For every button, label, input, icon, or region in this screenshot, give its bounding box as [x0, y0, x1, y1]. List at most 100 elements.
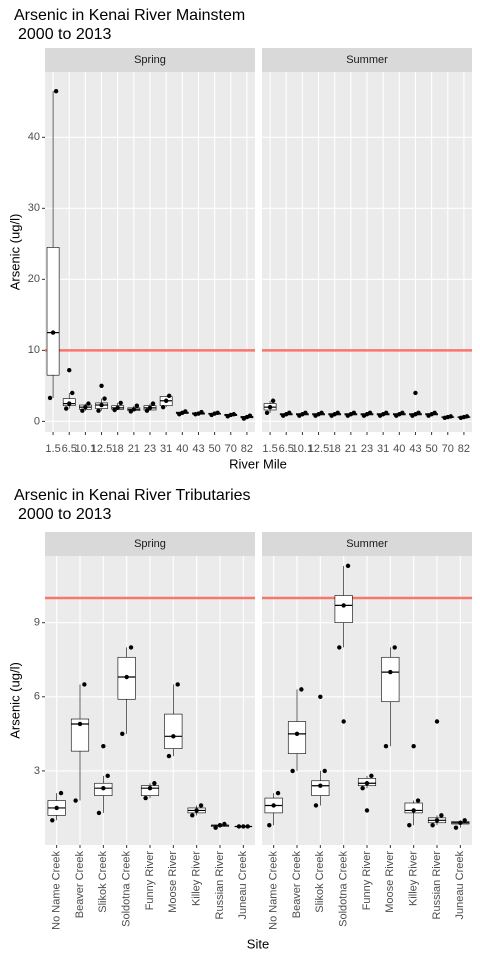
- point: [303, 410, 308, 416]
- point: [86, 401, 91, 406]
- x-tick-label: 43: [409, 443, 421, 455]
- y-axis-title: Arsenic (ug/l): [7, 662, 22, 739]
- x-tick-label: 40: [176, 443, 188, 455]
- point: [271, 803, 276, 808]
- point: [337, 645, 342, 650]
- point: [171, 734, 176, 739]
- point: [439, 813, 444, 818]
- point: [58, 790, 64, 796]
- x-tick-label: 23: [361, 443, 373, 455]
- outlier: [364, 808, 370, 813]
- point: [143, 795, 148, 801]
- x-tick-label: 10.1: [292, 443, 313, 455]
- point: [124, 674, 129, 680]
- point: [448, 414, 453, 419]
- x-tick-label: Funny River: [361, 851, 373, 911]
- x-tick-label: Moose River: [167, 851, 179, 913]
- point: [82, 682, 87, 687]
- outlier: [411, 743, 416, 749]
- point: [351, 410, 357, 416]
- x-tick-label: Moose River: [384, 851, 396, 913]
- strip: [262, 48, 472, 72]
- x-tick-label: 1.5: [262, 443, 277, 455]
- box: [381, 656, 400, 703]
- x-tick-label: 82: [458, 443, 470, 455]
- point: [383, 743, 389, 749]
- point: [432, 410, 437, 416]
- x-tick-label: 43: [192, 443, 204, 455]
- point: [77, 721, 83, 727]
- x-tick-label: Juneau Creek: [237, 851, 249, 920]
- point: [150, 401, 156, 406]
- point: [319, 410, 324, 416]
- x-tick-label: 6.5: [62, 443, 77, 455]
- x-axis-title: Site: [247, 936, 269, 951]
- point: [411, 808, 416, 813]
- x-tick-label: Beaver Creek: [74, 851, 86, 919]
- point: [199, 409, 204, 415]
- x-tick-label: Slikok Creek: [97, 851, 109, 913]
- strip-label: Spring: [134, 538, 166, 550]
- point: [134, 403, 140, 408]
- point: [147, 785, 153, 791]
- point: [70, 390, 75, 396]
- point: [175, 682, 180, 687]
- outlier: [67, 368, 72, 373]
- point: [144, 408, 150, 413]
- x-tick-label: 70: [225, 443, 237, 455]
- point: [128, 645, 134, 650]
- point: [96, 810, 102, 816]
- x-tick-label: 21: [345, 443, 357, 455]
- point: [299, 687, 304, 692]
- point: [105, 773, 110, 779]
- outlier: [318, 694, 323, 699]
- point: [115, 405, 120, 411]
- point: [360, 785, 365, 791]
- point: [367, 410, 373, 416]
- point: [166, 393, 172, 398]
- strip: [262, 532, 472, 556]
- y-tick-label: 10: [28, 344, 40, 356]
- point: [50, 330, 56, 335]
- point: [294, 731, 300, 737]
- outlier: [101, 743, 106, 749]
- point: [318, 783, 323, 788]
- x-tick-label: Funny River: [144, 851, 156, 911]
- point: [96, 408, 101, 413]
- point: [400, 410, 405, 416]
- x-tick-label: 31: [160, 443, 172, 455]
- chart-title: Arsenic in Kenai River Tributaries: [14, 487, 251, 504]
- point: [194, 808, 199, 813]
- point: [345, 563, 351, 569]
- point: [166, 753, 172, 759]
- y-tick-label: 0: [34, 415, 40, 427]
- point: [190, 813, 195, 818]
- y-tick-label: 30: [28, 202, 40, 214]
- point: [313, 803, 319, 808]
- point: [102, 396, 107, 401]
- point: [462, 818, 467, 823]
- y-tick-label: 20: [28, 273, 40, 285]
- chart-title: Arsenic in Kenai River Mainstem: [14, 7, 245, 24]
- y-tick-label: 6: [34, 691, 40, 703]
- point: [53, 88, 59, 94]
- x-tick-label: Russian River: [214, 851, 226, 920]
- point: [99, 402, 104, 408]
- point: [50, 818, 55, 823]
- point: [80, 408, 85, 413]
- point: [54, 805, 59, 811]
- x-tick-label: 10.1: [75, 443, 96, 455]
- x-tick-label: No Name Creek: [51, 851, 63, 930]
- x-tick-label: Soldotna Creek: [121, 851, 133, 927]
- x-tick-label: 50: [425, 443, 437, 455]
- point: [83, 404, 88, 410]
- point: [64, 406, 69, 411]
- point: [464, 414, 470, 419]
- box: [404, 802, 423, 814]
- point: [152, 781, 157, 786]
- point: [453, 825, 459, 830]
- x-tick-label: 23: [144, 443, 156, 455]
- point: [335, 410, 340, 416]
- x-tick-label: 21: [128, 443, 140, 455]
